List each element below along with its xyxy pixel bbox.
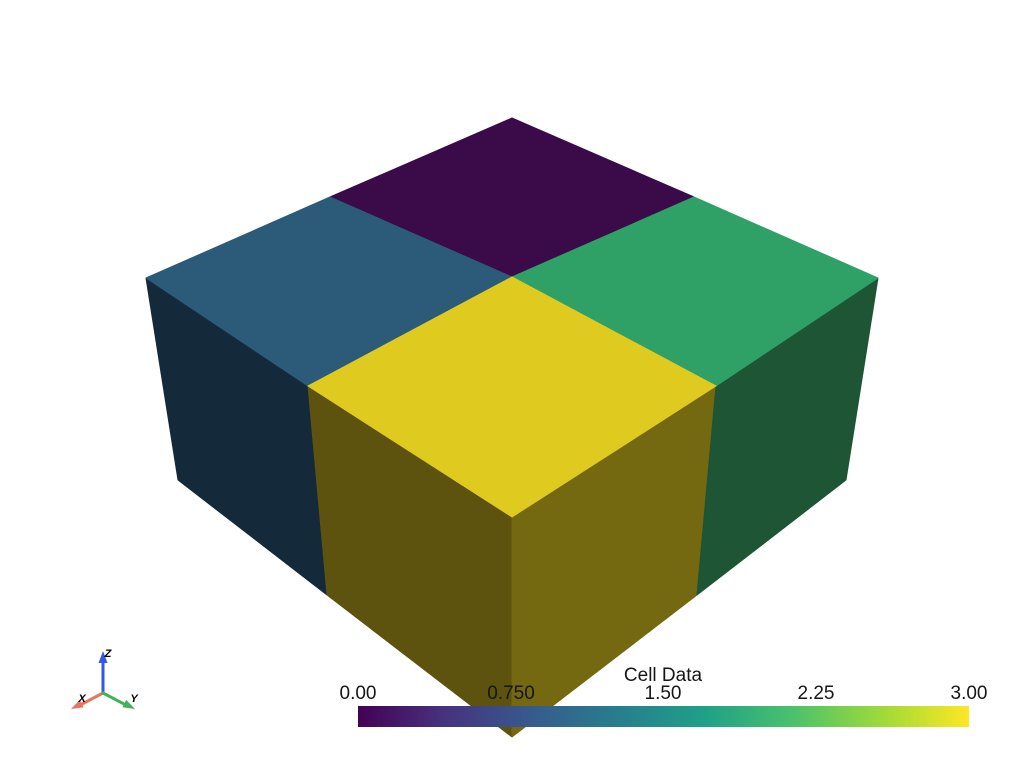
colorbar-title: Cell Data: [623, 665, 703, 686]
x-axis-arrowhead-icon: [71, 699, 84, 709]
x-axis-label: X: [77, 693, 86, 705]
y-axis-arrowhead-icon: [122, 699, 135, 709]
colorbar-tick: 2.25: [797, 683, 835, 704]
colorbar-tick: 0.00: [339, 683, 377, 704]
colorbar-tick: 0.750: [487, 683, 535, 704]
z-axis-arrowhead-icon: [98, 651, 108, 663]
y-axis-label: Y: [130, 693, 139, 705]
colorbar-tick: 3.00: [950, 683, 988, 704]
cell-top-front-value-3: [307, 276, 717, 518]
z-axis-label: Z: [104, 648, 113, 660]
colorbar-tick: 1.50: [644, 683, 682, 704]
colorbar-gradient: [358, 706, 969, 727]
x-axis-shaft: [80, 691, 105, 706]
y-axis-shaft: [101, 691, 126, 706]
orientation-axes-widget: X Y Z: [71, 648, 139, 709]
